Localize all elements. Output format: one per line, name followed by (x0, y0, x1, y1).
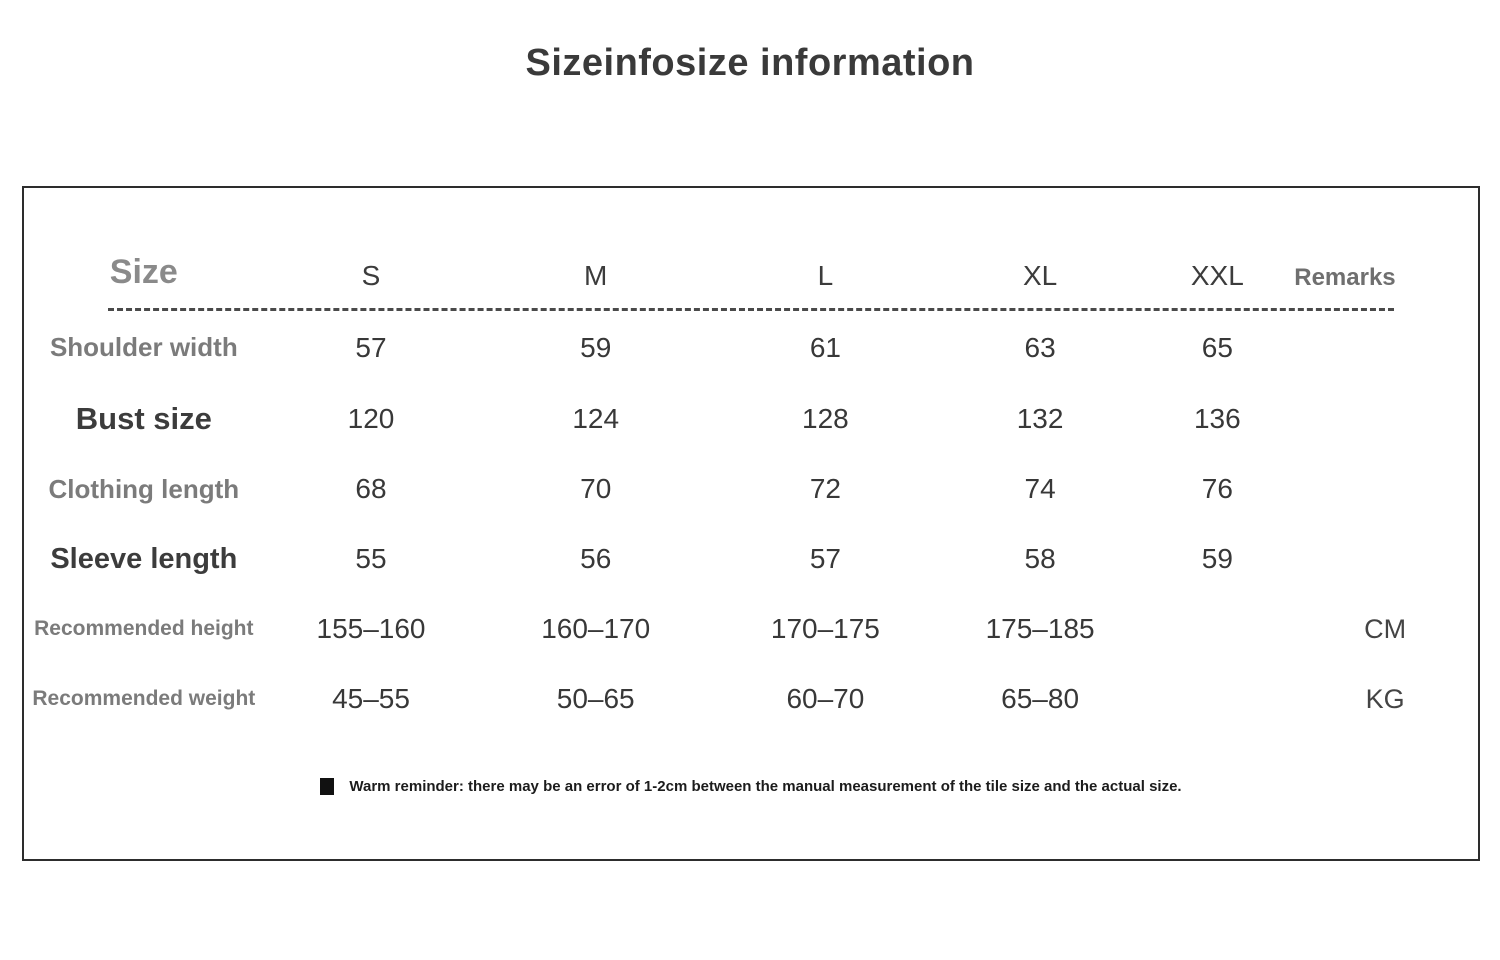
table-row-bust-size: Bust size 120 124 128 132 136 (24, 384, 1478, 454)
row-label: Shoulder width (49, 332, 238, 362)
cell-value-s: 155–160 (316, 613, 426, 644)
row-label: Clothing length (48, 473, 240, 504)
cell-remark-unit: CM (1364, 613, 1407, 644)
page-title: Sizeinfosize information (525, 42, 975, 84)
cell-value-xxl: 65 (1201, 331, 1233, 363)
square-bullet-icon (320, 778, 335, 795)
cell-value-s: 120 (347, 403, 395, 434)
cell-value-xxl: 136 (1193, 403, 1241, 434)
header-size-m: M (584, 260, 608, 291)
cell-value-l: 61 (809, 331, 841, 363)
header-divider (108, 308, 1394, 311)
header-size: Size (109, 253, 178, 291)
row-label: Recommended weight (32, 687, 256, 710)
cell-value-l: 170–175 (770, 613, 880, 644)
header-size-xl: XL (1022, 260, 1058, 291)
cell-value-m: 59 (580, 331, 612, 363)
cell-value-l: 72 (809, 473, 841, 504)
cell-value-s: 57 (355, 331, 387, 363)
cell-value-xl: 65–80 (1001, 683, 1080, 714)
cell-value-xl: 63 (1024, 331, 1056, 363)
table-row-recommended-weight: Recommended weight 45–55 50–65 60–70 65–… (24, 664, 1478, 734)
cell-value-xl: 132 (1016, 403, 1064, 434)
cell-value-m: 124 (572, 403, 620, 434)
cell-value-l: 128 (802, 403, 849, 434)
cell-value-xxl: 59 (1201, 543, 1233, 574)
header-remarks: Remarks (1294, 264, 1396, 291)
table-row-recommended-height: Recommended height 155–160 160–170 170–1… (24, 594, 1478, 664)
row-label: Sleeve length (50, 542, 238, 575)
cell-value-l: 57 (809, 543, 841, 574)
cell-value-m: 56 (580, 543, 612, 574)
table-row-sleeve-length: Sleeve length 55 56 57 58 59 (24, 524, 1478, 594)
cell-value-xl: 175–185 (985, 613, 1095, 644)
table-header-row: Size S M L XL XXL Remarks (24, 188, 1478, 308)
cell-value-xl: 74 (1024, 473, 1056, 504)
header-size-l: L (817, 260, 834, 291)
row-label: Bust size (75, 401, 212, 436)
footnote: Warm reminder: there may be an error of … (24, 778, 1478, 795)
cell-value-m: 70 (580, 473, 612, 504)
cell-value-s: 55 (355, 543, 387, 574)
row-label: Recommended height (34, 617, 254, 640)
header-size-s: S (361, 260, 381, 291)
header-size-xxl: XXL (1190, 260, 1244, 291)
table-row-clothing-length: Clothing length 68 70 72 74 76 (24, 454, 1478, 524)
cell-remark-unit: KG (1365, 683, 1405, 714)
size-table: Size S M L XL XXL Remarks Shoulder width… (22, 186, 1480, 861)
cell-value-s: 45–55 (332, 683, 410, 714)
cell-value-xxl: 76 (1201, 473, 1233, 504)
cell-value-m: 160–170 (541, 613, 651, 644)
cell-value-l: 60–70 (786, 683, 865, 714)
cell-value-m: 50–65 (556, 683, 635, 714)
table-row-shoulder-width: Shoulder width 57 59 61 63 65 (24, 311, 1478, 384)
cell-value-s: 68 (355, 473, 387, 504)
cell-value-xl: 58 (1024, 543, 1056, 574)
footnote-text: Warm reminder: there may be an error of … (349, 778, 1182, 795)
